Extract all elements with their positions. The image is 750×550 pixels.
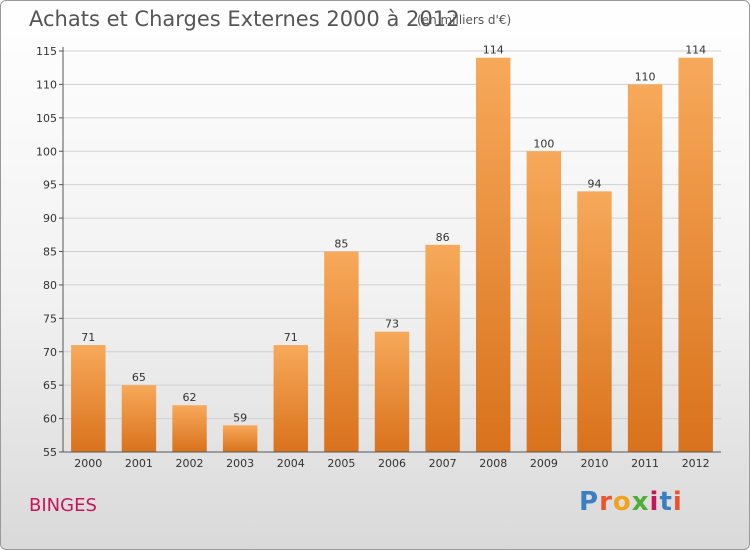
x-tick-label: 2004 [277,457,305,470]
bar-value-label: 86 [436,231,450,244]
chart-title: Achats et Charges Externes 2000 à 2012 [29,7,460,31]
bar-2000 [71,345,106,452]
bar-value-label: 114 [685,44,706,57]
x-tick-label: 2011 [631,457,659,470]
y-tick-label: 80 [43,279,57,292]
y-tick-label: 110 [36,78,57,91]
bar-value-label: 73 [385,318,399,331]
bar-value-label: 59 [233,411,247,424]
bar-2003 [222,425,258,452]
bar-2008 [476,57,511,452]
x-tick-label: 2010 [580,457,608,470]
bar-value-label: 71 [284,331,298,344]
y-tick-label: 75 [43,312,57,325]
bar-value-label: 110 [635,70,656,83]
x-tick-label: 2001 [125,457,153,470]
logo-letter: i [649,487,660,517]
bar-value-label: 62 [183,391,197,404]
logo-letter: P [579,487,600,517]
y-tick-label: 100 [36,145,57,158]
bar-2002 [172,405,207,452]
y-tick-label: 90 [43,212,57,225]
bar-2012 [678,57,713,452]
bar-2004 [273,345,308,452]
bar-2001 [121,385,157,452]
bar-2010 [577,191,612,452]
y-tick-label: 115 [36,45,57,58]
chart-subtitle: (en milliers d'€) [417,13,512,27]
logo-letter: r [599,487,613,517]
bar-2009 [526,151,562,452]
y-tick-label: 95 [43,179,57,192]
bar-2006 [374,331,410,452]
logo-letter: x [631,487,650,517]
bar-value-label: 65 [132,371,146,384]
place-name: BINGES [29,495,97,516]
y-tick-label: 105 [36,112,57,125]
y-tick-label: 70 [43,346,57,359]
bars: 71 65 62 59 71 85 73 86 114 100 94 110 114 [71,44,713,453]
logo-letter: o [612,487,632,517]
x-tick-label: 2003 [226,457,254,470]
logo-letter: t [659,487,673,517]
y-tick-label: 60 [43,413,57,426]
y-tick-label: 85 [43,246,57,259]
bar-2007 [425,244,460,452]
bar-value-label: 100 [533,137,554,150]
bar-value-label: 71 [81,331,95,344]
y-tick-label: 65 [43,379,57,392]
x-tick-label: 2008 [479,457,507,470]
bar-2005 [324,251,359,452]
bar-value-label: 85 [334,238,348,251]
y-tick-label: 55 [43,446,57,459]
bar-value-label: 114 [483,44,504,57]
x-tick-label: 2002 [176,457,204,470]
x-tick-label: 2006 [378,457,406,470]
x-tick-label: 2000 [74,457,102,470]
bar-value-label: 94 [587,177,601,190]
proxiti-logo: Proxiti [579,487,683,517]
bar-2011 [627,84,663,453]
logo-letter: i [672,487,683,517]
x-tick-label: 2012 [682,457,710,470]
x-tick-label: 2009 [530,457,558,470]
axes: 55 60 65 70 75 80 85 90 95 100 105 110 115 2000 2001 20… [36,45,721,470]
x-tick-label: 2007 [429,457,457,470]
x-tick-label: 2005 [327,457,355,470]
